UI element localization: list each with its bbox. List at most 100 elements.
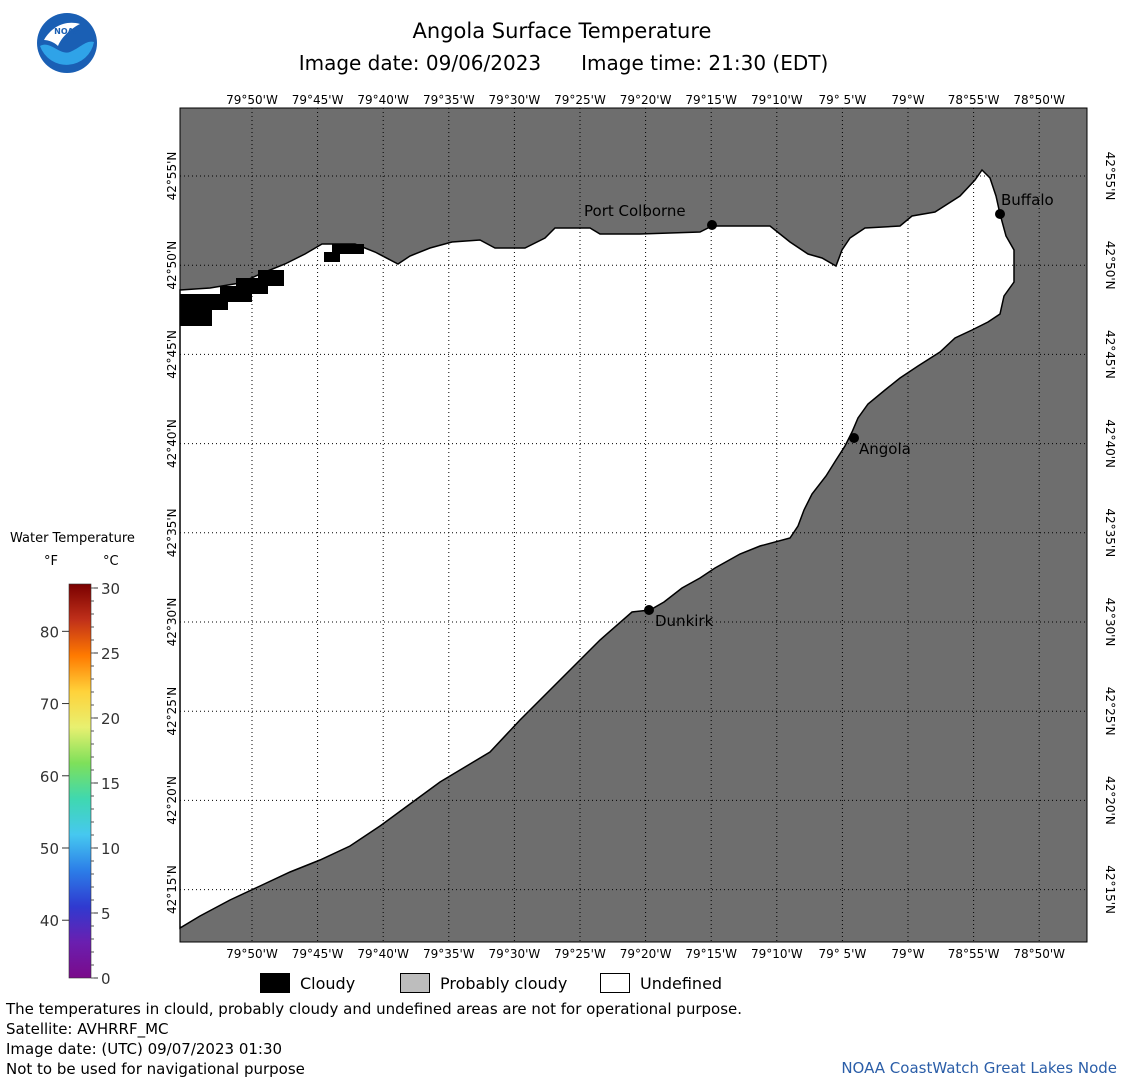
angola-marker xyxy=(849,433,859,443)
page-title: Angola Surface Temperature xyxy=(412,19,712,43)
footer-satellite: Satellite: AVHRRF_MC xyxy=(6,1020,169,1038)
legend-title: Water Temperature xyxy=(10,531,135,546)
lon-label-top: 79°45'W xyxy=(292,93,344,107)
place-markers: Port Colborne Buffalo Angola Dunkirk xyxy=(584,191,1054,630)
latitude-labels-left: 42°55'N 42°50'N 42°45'N 42°40'N 42°35'N 42°30… xyxy=(165,152,179,914)
credit-link[interactable]: NOAA CoastWatch Great Lakes Node xyxy=(841,1059,1117,1077)
lon-label-bottom: 78°50'W xyxy=(1013,947,1065,961)
lat-label-right: 42°50'N xyxy=(1103,241,1117,290)
footer-utc-date: Image date: (UTC) 09/07/2023 01:30 xyxy=(6,1040,283,1058)
lon-label-bottom: 79°25'W xyxy=(554,947,606,961)
lon-label-bottom: 79°50'W xyxy=(226,947,278,961)
legend-unit-celsius: °C xyxy=(103,554,119,569)
cloudy-patches xyxy=(180,244,364,326)
map-frame xyxy=(179,107,1088,943)
lat-label-right: 42°40'N xyxy=(1103,419,1117,468)
lon-label-top: 79°15'W xyxy=(685,93,737,107)
fahrenheit-tick-label: 70 xyxy=(40,696,59,714)
lon-label-bottom: 79°30'W xyxy=(489,947,541,961)
dunkirk-label: Dunkirk xyxy=(655,612,714,630)
lon-label-bottom: 79° 5'W xyxy=(818,947,866,961)
port-colborne-marker xyxy=(707,220,717,230)
lat-label-left: 42°35'N xyxy=(165,508,179,557)
key-cloudy-label: Cloudy xyxy=(300,973,356,993)
noaa-logo-icon: NOAA xyxy=(37,13,97,73)
celsius-tick-label: 25 xyxy=(101,645,120,663)
lon-label-top: 79°10'W xyxy=(751,93,803,107)
image-time: Image time: 21:30 (EDT) xyxy=(581,51,829,75)
buffalo-marker xyxy=(995,209,1005,219)
lon-label-top: 79°50'W xyxy=(226,93,278,107)
angola-label: Angola xyxy=(859,440,911,458)
lon-label-bottom: 79°45'W xyxy=(292,947,344,961)
lat-label-left: 42°55'N xyxy=(165,152,179,201)
lat-label-left: 42°25'N xyxy=(165,687,179,736)
longitude-labels-bottom: 79°50'W 79°45'W 79°40'W 79°35'W 79°30'W 79°25… xyxy=(226,947,1065,961)
key-cloudy: Cloudy xyxy=(260,973,355,993)
lat-label-right: 42°25'N xyxy=(1103,687,1117,736)
lat-label-right: 42°20'N xyxy=(1103,776,1117,825)
fahrenheit-tick-label: 40 xyxy=(40,912,59,930)
lon-label-top: 79°30'W xyxy=(489,93,541,107)
key-undefined: Undefined xyxy=(600,973,722,993)
map-key: Cloudy Probably cloudy Undefined xyxy=(0,973,1127,999)
port-colborne-label: Port Colborne xyxy=(584,202,686,220)
lat-label-right: 42°45'N xyxy=(1103,330,1117,379)
lon-label-top: 78°55'W xyxy=(948,93,1000,107)
key-undefined-swatch xyxy=(600,973,630,993)
lon-label-bottom: 79°35'W xyxy=(423,947,475,961)
longitude-labels-top: 79°50'W 79°45'W 79°40'W 79°35'W 79°30'W 79°25… xyxy=(226,93,1065,107)
celsius-tick-label: 20 xyxy=(101,710,120,728)
celsius-tick-label: 5 xyxy=(101,905,111,923)
fahrenheit-tick-label: 80 xyxy=(40,623,59,641)
dunkirk-marker xyxy=(644,605,654,615)
lon-label-top: 79°35'W xyxy=(423,93,475,107)
lon-label-bottom: 79°W xyxy=(891,947,924,961)
lon-label-bottom: 78°55'W xyxy=(948,947,1000,961)
image-datetime: Image date: 09/06/2023 Image time: 21:30 … xyxy=(0,51,1127,75)
celsius-tick-label: 30 xyxy=(101,580,120,598)
temperature-colorbar xyxy=(68,583,92,979)
key-probably-cloudy: Probably cloudy xyxy=(400,973,567,993)
noaa-logo-text: NOAA xyxy=(54,27,80,36)
celsius-tick-label: 10 xyxy=(101,840,120,858)
lon-label-bottom: 79°10'W xyxy=(751,947,803,961)
fahrenheit-tick-label: 60 xyxy=(40,768,59,786)
fahrenheit-tick-label: 50 xyxy=(40,840,59,858)
legend-unit-fahrenheit: °F xyxy=(44,554,58,569)
footer-note: The temperatures in clould, probably clo… xyxy=(6,1000,743,1018)
lon-label-top: 79°40'W xyxy=(357,93,409,107)
lat-label-right: 42°15'N xyxy=(1103,865,1117,914)
lat-label-left: 42°15'N xyxy=(165,865,179,914)
latitude-labels-right: 42°55'N 42°50'N 42°45'N 42°40'N 42°35'N 42°30… xyxy=(1103,152,1117,914)
buffalo-label: Buffalo xyxy=(1001,191,1054,209)
key-undefined-label: Undefined xyxy=(640,973,723,993)
lon-label-top: 79°20'W xyxy=(620,93,672,107)
footer-nav-warning: Not to be used for navigational purpose xyxy=(6,1060,305,1078)
lat-label-left: 42°30'N xyxy=(165,598,179,647)
lat-label-left: 42°50'N xyxy=(165,241,179,290)
lon-label-top: 79°25'W xyxy=(554,93,606,107)
lat-label-left: 42°40'N xyxy=(165,419,179,468)
image-date: Image date: 09/06/2023 xyxy=(298,51,542,75)
lon-label-top: 79° 5'W xyxy=(818,93,866,107)
celsius-tick-label: 0 xyxy=(101,970,111,988)
lon-label-bottom: 79°15'W xyxy=(685,947,737,961)
lat-label-left: 42°20'N xyxy=(165,776,179,825)
key-cloudy-swatch xyxy=(260,973,290,993)
lon-label-bottom: 79°20'W xyxy=(620,947,672,961)
key-probably-cloudy-label: Probably cloudy xyxy=(440,973,568,993)
lat-label-right: 42°35'N xyxy=(1103,508,1117,557)
lat-label-left: 42°45'N xyxy=(165,330,179,379)
lon-label-bottom: 79°40'W xyxy=(357,947,409,961)
celsius-tick-label: 15 xyxy=(101,775,120,793)
lon-label-top: 78°50'W xyxy=(1013,93,1065,107)
lake-erie-water xyxy=(179,168,1015,930)
lon-label-top: 79°W xyxy=(891,93,924,107)
lat-label-right: 42°55'N xyxy=(1103,152,1117,201)
key-probably-cloudy-swatch xyxy=(400,973,430,993)
lat-label-right: 42°30'N xyxy=(1103,598,1117,647)
graticule xyxy=(180,108,1087,942)
